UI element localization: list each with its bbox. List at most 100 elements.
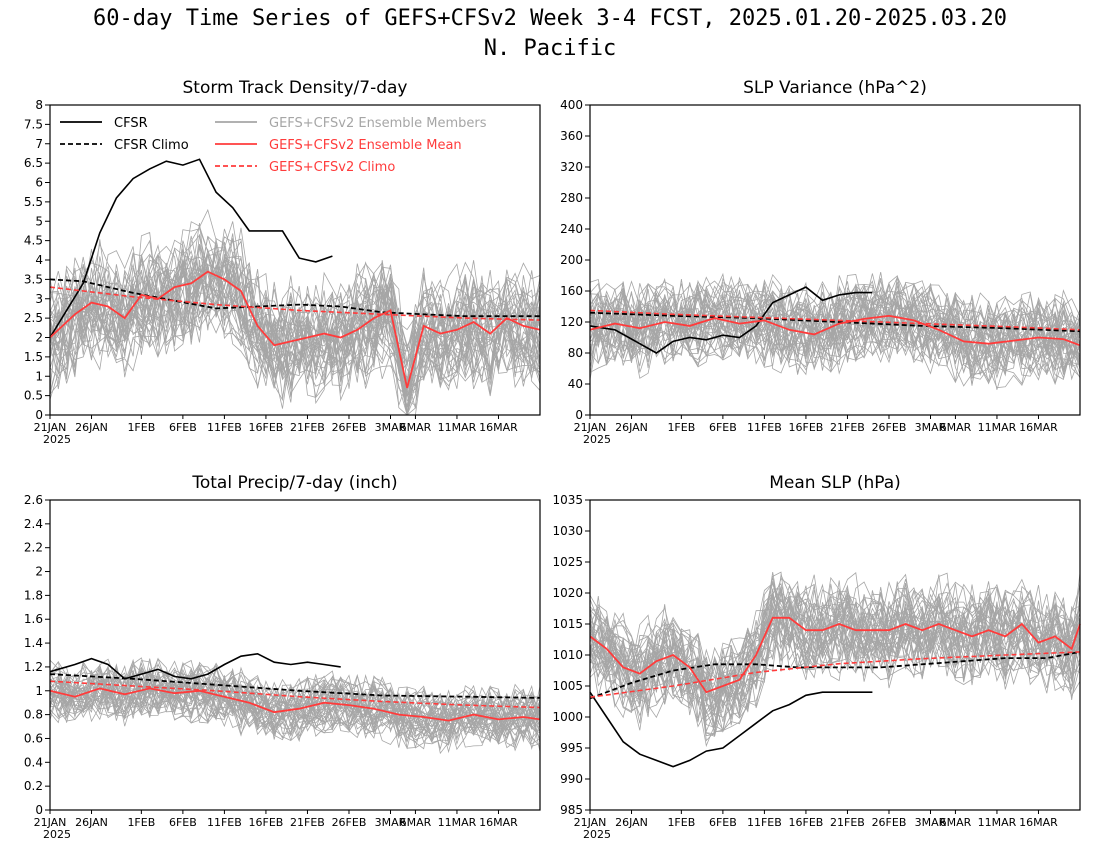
x-tick-label: 26JAN [75, 421, 108, 434]
y-tick-label: 2.4 [24, 517, 43, 531]
y-tick-label: 6 [35, 176, 43, 190]
member-line [590, 285, 1080, 372]
member-line [50, 250, 540, 371]
ensemble-members [590, 272, 1080, 390]
y-tick-label: 1005 [552, 679, 583, 693]
x-tick-label: 21JAN [574, 816, 607, 829]
member-line [590, 272, 1080, 356]
member-line [50, 658, 540, 725]
chart-panel-3: Total Precip/7-day (inch)00.20.40.60.811… [24, 473, 541, 841]
x-tick-label: 11MAR [438, 816, 477, 829]
y-tick-label: 1010 [552, 648, 583, 662]
member-line [50, 243, 540, 398]
x-tick-label: 21JAN [574, 421, 607, 434]
member-line [50, 243, 540, 372]
x-tick-label: 3MAR [375, 816, 407, 829]
panel-title: Mean SLP (hPa) [769, 473, 901, 493]
plot-frame [49, 104, 541, 416]
member-line [50, 260, 540, 415]
series-gefs-cfsv2-climo [49, 286, 541, 321]
x-tick-label: 26FEB [872, 816, 907, 829]
y-tick-label: 1.6 [24, 612, 43, 626]
x-tick-label: 16MAR [479, 816, 518, 829]
panel-title: Total Precip/7-day (inch) [191, 473, 397, 493]
y-tick-label: 40 [568, 377, 583, 391]
chart-panel-2: SLP Variance (hPa^2) 0 40 80 120 160 200 240 280… [560, 78, 1081, 446]
x-year-label: 2025 [583, 828, 611, 841]
x-tick-label: 6FEB [169, 816, 197, 829]
y-tick-label: 4.5 [24, 234, 43, 248]
member-line [50, 661, 540, 730]
y-tick-label: 8 [35, 98, 43, 112]
y-tick-label: 1 [35, 684, 43, 698]
y-tick-label: 240 [560, 222, 583, 236]
x-tick-label: 11FEB [207, 421, 242, 434]
x-tick-label: 16FEB [789, 421, 824, 434]
x-tick-label: 21FEB [830, 421, 865, 434]
legend-label-gefs_climo: GEFS+CFSv2 Climo [269, 160, 395, 175]
panel-title: SLP Variance (hPa^2) [743, 78, 927, 98]
series-cfsr [49, 158, 333, 338]
y-tick-label: 3 [35, 292, 43, 306]
member-line [50, 680, 540, 752]
y-tick-label: 80 [568, 346, 583, 360]
member-line [590, 582, 1080, 719]
x-tick-label: 3MAR [375, 421, 407, 434]
y-tick-label: 160 [560, 284, 583, 298]
member-line [50, 681, 540, 743]
member-line [50, 675, 540, 739]
member-line [50, 675, 540, 745]
x-year-label: 2025 [43, 828, 71, 841]
member-line [590, 277, 1080, 353]
y-tick-label: 1.8 [24, 588, 43, 602]
x-tick-label: 26JAN [615, 421, 648, 434]
y-tick-label: 320 [560, 160, 583, 174]
member-line [50, 234, 540, 371]
ensemble-members [50, 208, 540, 415]
y-tick-label: 2 [35, 565, 43, 579]
series-gefs-cfsv2-climo [49, 680, 541, 709]
y-tick-label: 0.6 [24, 731, 43, 745]
series-gefs-cfsv2-climo [589, 651, 1081, 698]
member-line [50, 667, 540, 740]
member-line [590, 585, 1080, 695]
member-line [50, 264, 540, 409]
x-tick-label: 16MAR [479, 421, 518, 434]
y-tick-label: 1035 [552, 493, 583, 507]
series-cfsr [49, 652, 341, 680]
member-line [50, 266, 540, 415]
member-line [50, 666, 540, 734]
plot-frame [49, 499, 541, 811]
x-year-label: 2025 [583, 433, 611, 446]
x-year-label: 2025 [43, 433, 71, 446]
x-tick-label: 11MAR [978, 421, 1017, 434]
member-line [50, 659, 540, 730]
x-tick-label: 11FEB [207, 816, 242, 829]
legend-label-mean: GEFS+CFSv2 Ensemble Mean [269, 138, 462, 153]
y-tick-label: 2 [35, 331, 43, 345]
x-tick-label: 26JAN [75, 816, 108, 829]
y-tick-label: 2.5 [24, 311, 43, 325]
series-cfsr-climo [589, 311, 1081, 333]
x-tick-label: 6FEB [709, 816, 737, 829]
member-line [590, 292, 1080, 372]
x-tick-label: 16FEB [249, 816, 284, 829]
x-tick-label: 6FEB [709, 421, 737, 434]
x-tick-label: 6MAR [400, 421, 432, 434]
x-tick-label: 3MAR [915, 421, 947, 434]
chart-panel-1: Storm Track Density/7-day 0 0.5 1 1.5 2 2.5 3 3.… [24, 78, 541, 446]
series-cfsr [589, 691, 873, 768]
y-tick-label: 6.5 [24, 156, 43, 170]
x-tick-label: 21FEB [290, 816, 325, 829]
plot-frame [589, 499, 1081, 811]
x-tick-label: 11FEB [747, 421, 782, 434]
x-tick-label: 26FEB [332, 421, 367, 434]
series-cfsr [589, 286, 873, 354]
series-cfsr-climo [589, 651, 1081, 700]
series-gefs-cfsv2-ensemble-mean [589, 616, 1081, 694]
figure-title: 60-day Time Series of GEFS+CFSv2 Week 3-… [93, 6, 1007, 31]
x-tick-label: 11FEB [747, 816, 782, 829]
x-tick-label: 16FEB [789, 816, 824, 829]
y-tick-label: 4 [35, 253, 43, 267]
